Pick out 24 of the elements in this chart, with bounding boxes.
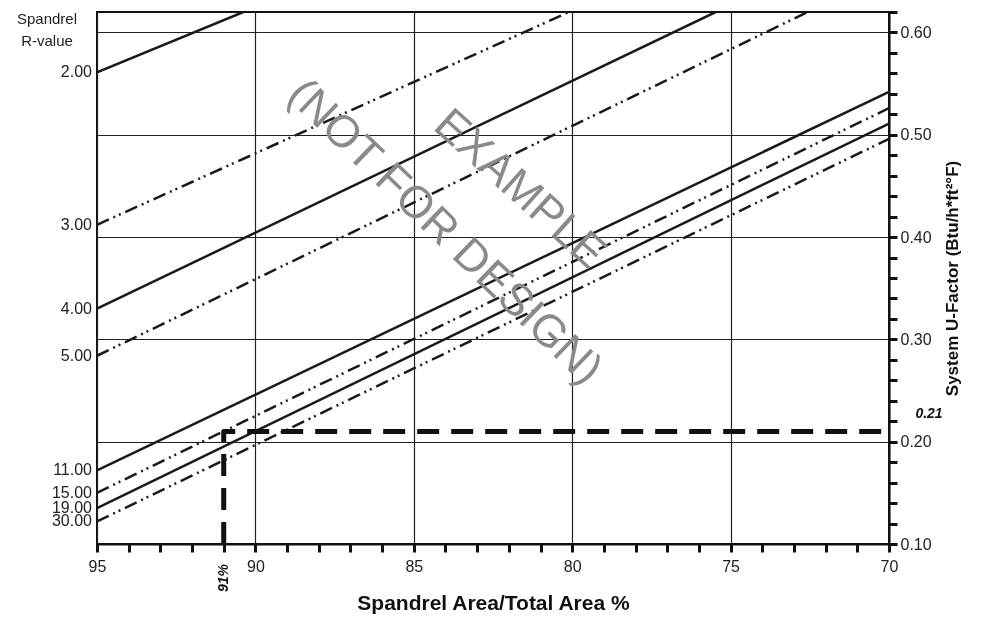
- series-label: 11.00: [53, 461, 93, 479]
- series-label: 4.00: [60, 299, 93, 317]
- text: 91%: [215, 563, 231, 593]
- series-label: 2.00: [60, 63, 93, 81]
- y2-tick-label: 0.40: [900, 228, 932, 246]
- y2-tick-label: 0.20: [900, 433, 932, 451]
- series-label: 5.00: [60, 346, 93, 364]
- x-tick-label: 90: [247, 557, 265, 575]
- x-tick-label: 85: [405, 557, 424, 575]
- x-tick-label: 75: [722, 557, 741, 575]
- y2-tick-label: 0.50: [900, 126, 932, 144]
- text: 0.21: [915, 405, 943, 421]
- y-axis-title: Spandrel R-value: [16, 10, 78, 49]
- series-label: 30.00: [51, 512, 93, 530]
- series-label: 15.00: [51, 483, 93, 501]
- x-tick-label: 70: [880, 557, 899, 575]
- y2-tick-label: 0.60: [900, 23, 932, 41]
- x-tick-label: 80: [563, 557, 582, 575]
- y2-axis-title: System U-Factor (Btu/h*ft²°F): [942, 160, 962, 397]
- y2-tick-label: 0.10: [900, 535, 932, 553]
- y2-tick-label: 0.30: [900, 330, 932, 348]
- x-axis-title: Spandrel Area/Total Area %: [357, 590, 630, 614]
- series-label: 3.00: [60, 215, 93, 233]
- x-tick-label: 95: [88, 557, 107, 575]
